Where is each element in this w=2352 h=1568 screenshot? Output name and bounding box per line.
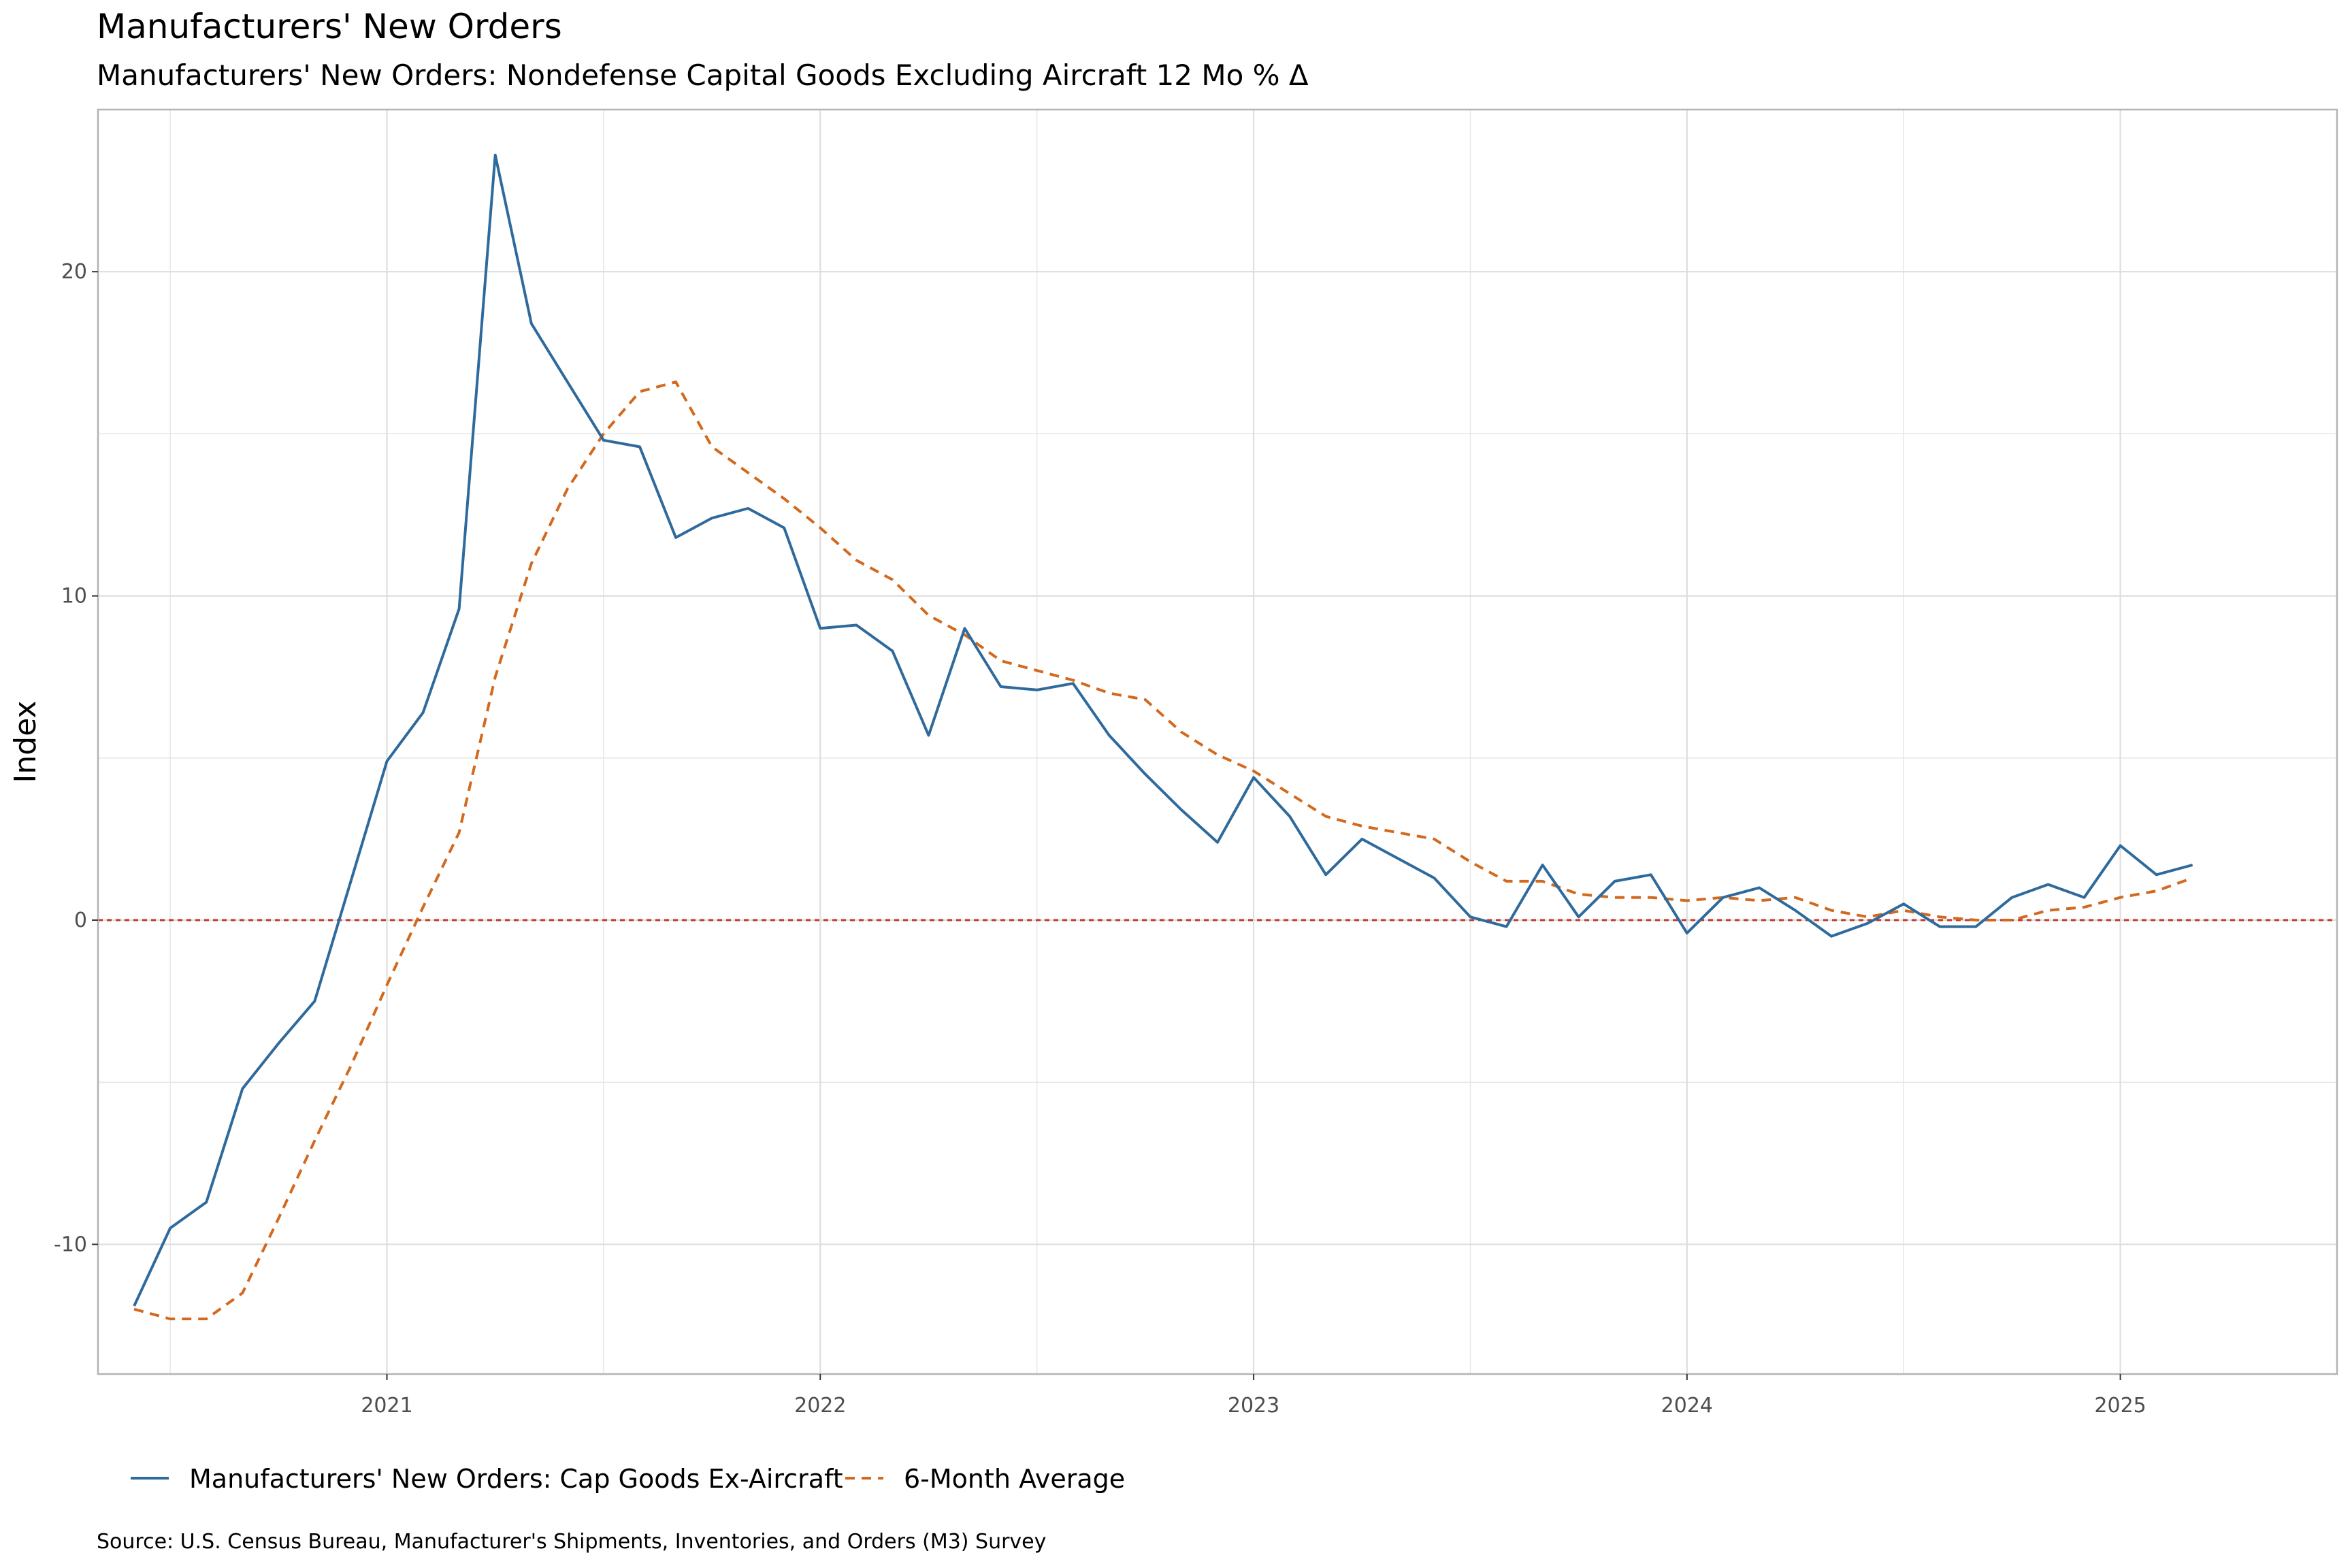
y-axis-label: Index [8,700,43,783]
series-layer [133,153,2193,1320]
x-tick-label: 2023 [1228,1394,1279,1418]
y-tick-label: 0 [74,909,87,932]
legend-label-series-2: 6-Month Average [904,1464,1125,1494]
plot-panel-border [97,108,2338,1375]
y-tick-label: -10 [54,1232,87,1256]
x-tick-label: 2025 [2094,1394,2146,1418]
x-tick-label: 2024 [1661,1394,1713,1418]
y-tick-label: 20 [61,260,87,284]
series-line-6-month-average [133,380,2193,1320]
x-axis: 2021 2022 2023 2024 2025 [361,1374,2146,1418]
legend-label-series-1: Manufacturers' New Orders: Cap Goods Ex-… [189,1464,843,1494]
legend: Manufacturers' New Orders: Cap Goods Ex-… [131,1464,1125,1494]
series-line-new-orders [133,153,2193,1307]
x-tick-label: 2021 [361,1394,412,1418]
x-tick-label: 2022 [794,1394,846,1418]
chart-subtitle: Manufacturers' New Orders: Nondefense Ca… [97,59,1309,92]
chart-title: Manufacturers' New Orders [97,7,562,46]
y-tick-label: 10 [61,585,87,608]
y-axis: -10 0 10 20 [54,260,98,1256]
source-note: Source: U.S. Census Bureau, Manufacturer… [97,1530,1046,1554]
